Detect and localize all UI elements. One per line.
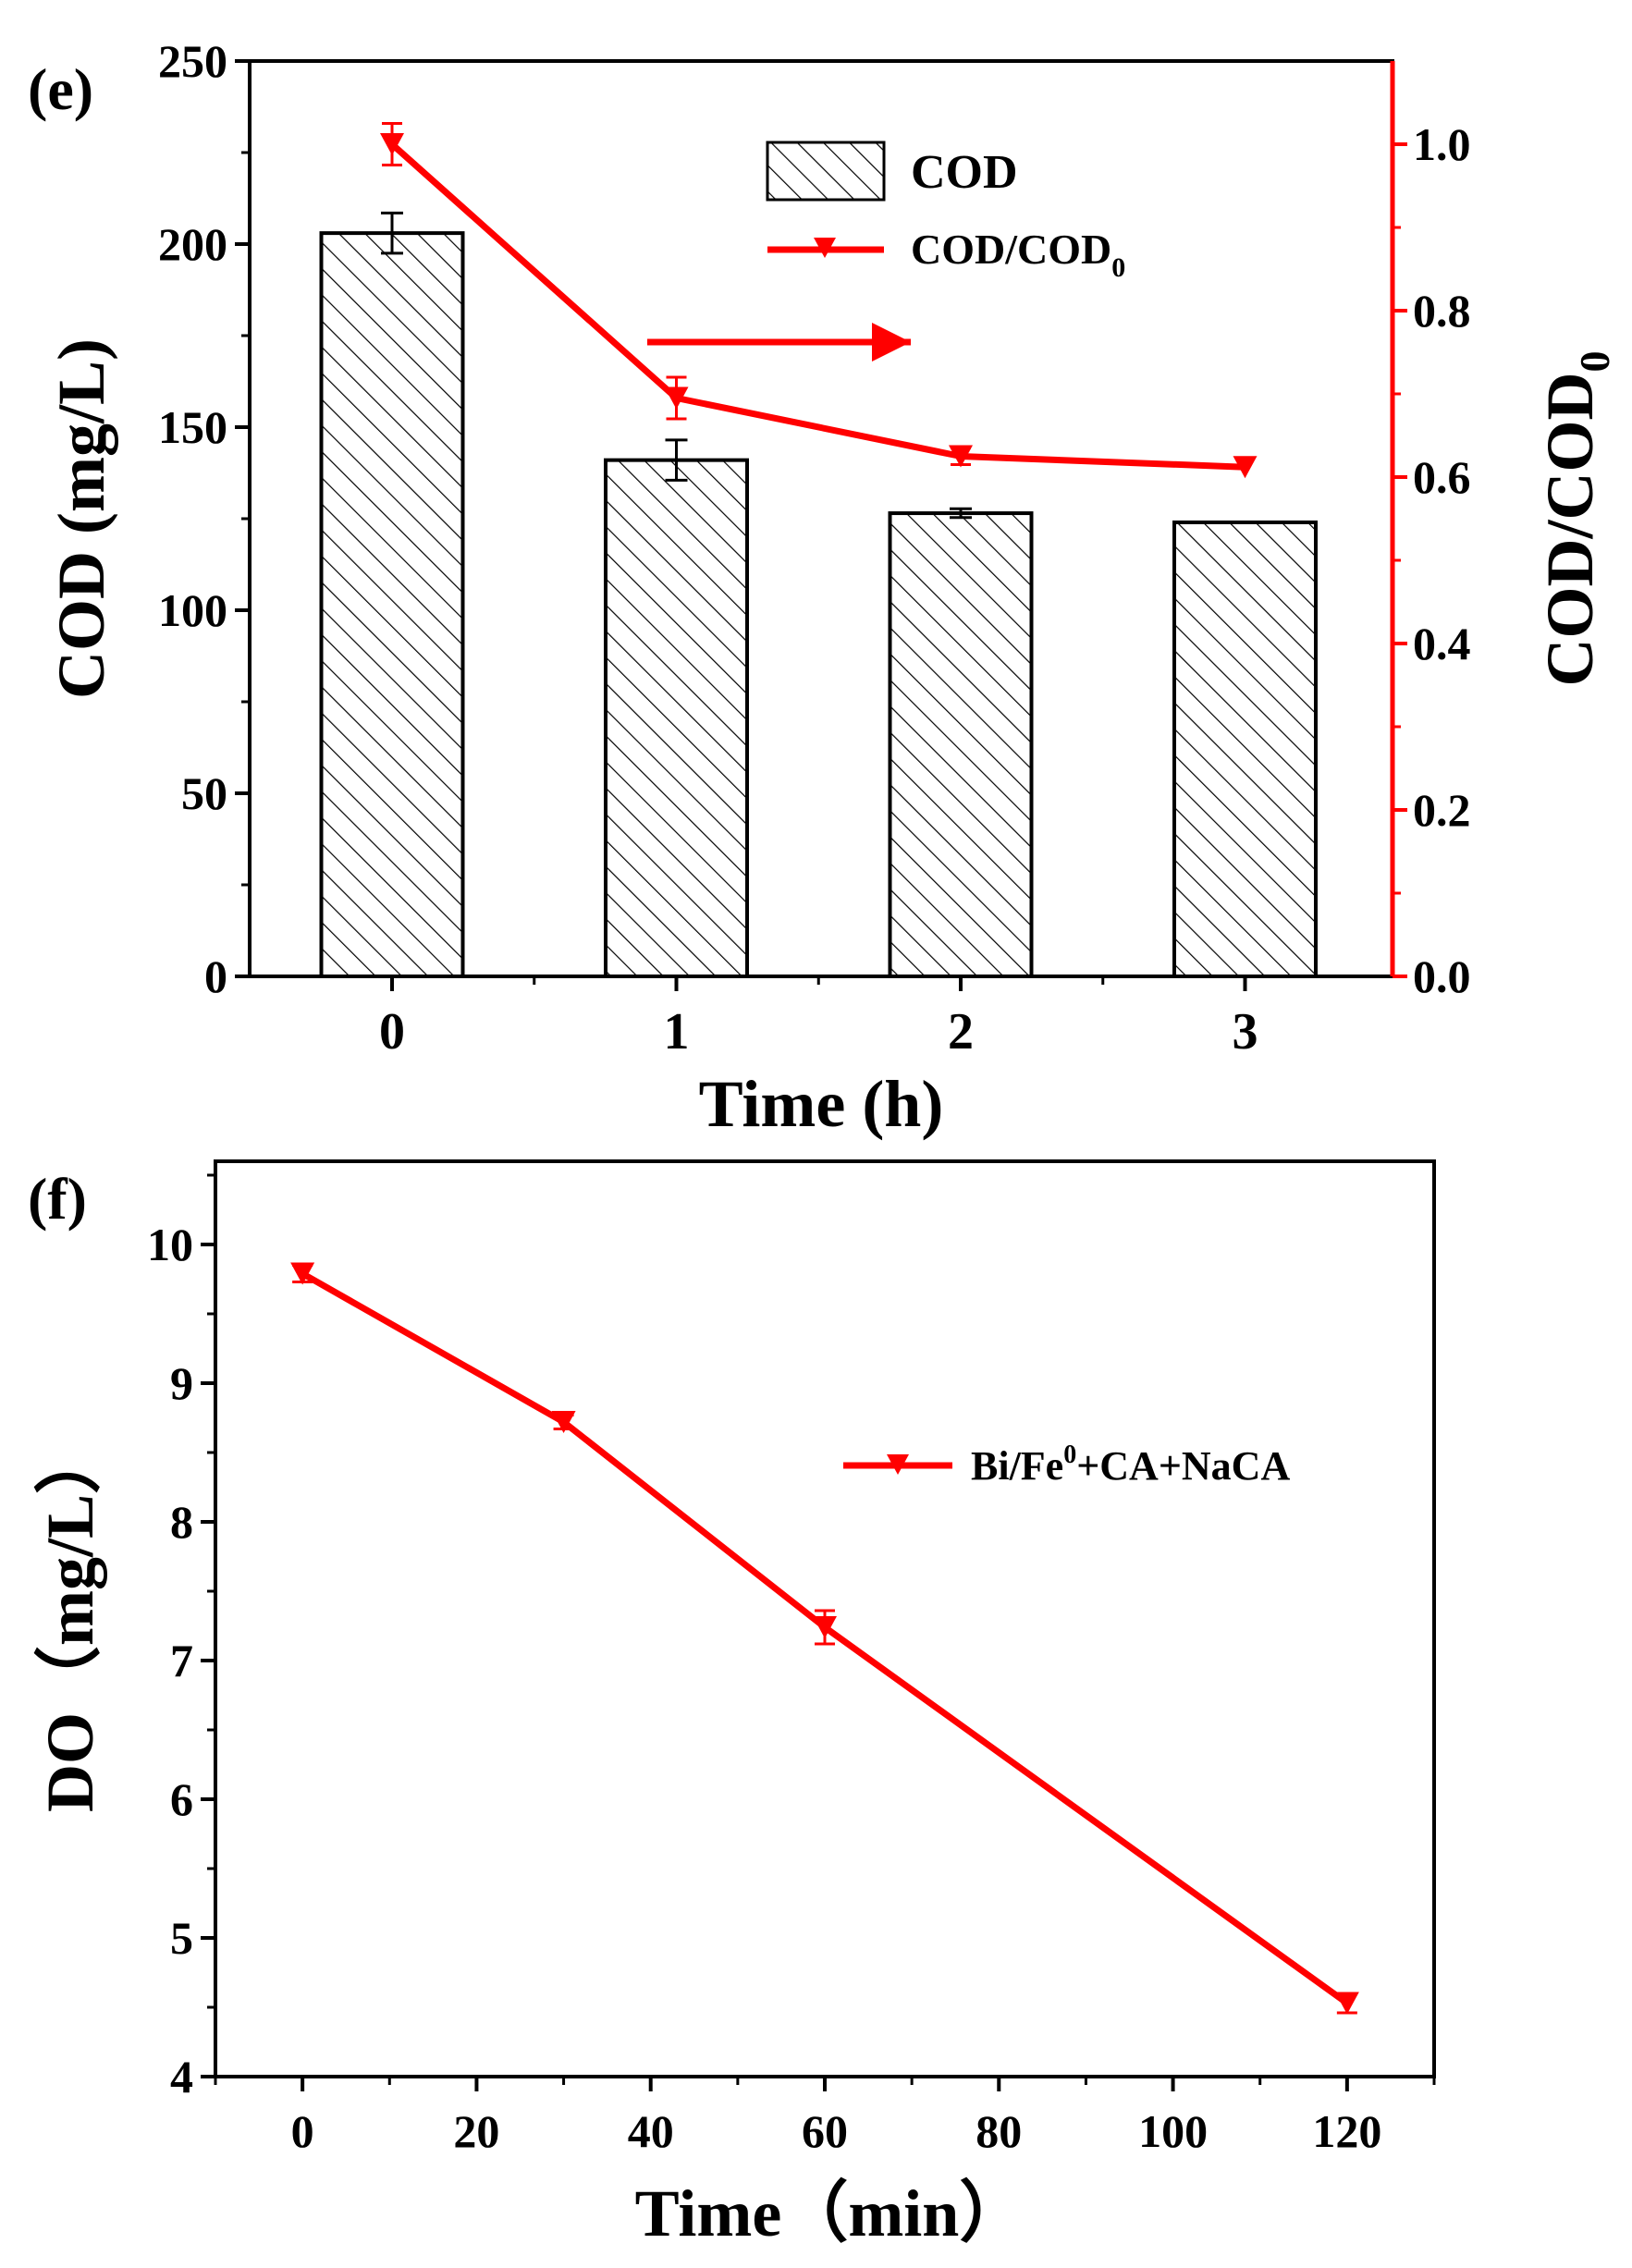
e-x-axis-ticks: 0 1 2 3 bbox=[379, 976, 1258, 1060]
f-x-axis-ticks: 0 20 40 60 80 100 120 bbox=[214, 2077, 1436, 2157]
panel-e: (e) 0 50 100 150 200 250 0.0 0.2 0.4 0.6 0.8 1.0 0… bbox=[28, 35, 1618, 1141]
e-bar bbox=[888, 511, 1034, 978]
f-do-point bbox=[813, 1616, 837, 1638]
f-ytick-label: 4 bbox=[170, 2051, 193, 2102]
e-legend-line-label: COD/COD0 bbox=[911, 226, 1125, 283]
f-legend-label: Bi/Fe0+CA+NaCA bbox=[971, 1440, 1290, 1489]
e-legend-bar-label: COD bbox=[911, 146, 1018, 199]
e-bar bbox=[1172, 520, 1318, 979]
e-ratio-point bbox=[949, 445, 973, 468]
e-ytick-label: 250 bbox=[158, 35, 227, 87]
e-y2tick-label: 0.4 bbox=[1413, 618, 1471, 669]
e-ratio-line bbox=[389, 141, 1245, 471]
e-y2-axis-title: COD/COD0 bbox=[1533, 351, 1618, 687]
f-y-axis-ticks: 4 5 6 7 8 9 10 bbox=[147, 1173, 215, 2102]
f-do-point bbox=[290, 1262, 315, 1285]
f-ytick-label: 7 bbox=[170, 1635, 193, 1686]
e-legend: COD COD/COD0 bbox=[766, 141, 1125, 283]
f-xtick-label: 100 bbox=[1138, 2105, 1208, 2157]
panel-f: (f) 4 5 6 7 8 9 10 0 20 40 60 80 100 120 Bi/Fe0+CA+N… bbox=[28, 1159, 1436, 2250]
f-xtick-label: 0 bbox=[291, 2105, 314, 2157]
e-ratio-line-group bbox=[380, 122, 1258, 479]
e-y2tick-label: 1.0 bbox=[1413, 118, 1471, 170]
e-ytick-label: 150 bbox=[158, 401, 227, 453]
f-xtick-label: 80 bbox=[976, 2105, 1022, 2157]
f-legend-line-marker bbox=[887, 1454, 909, 1475]
e-ytick-label: 100 bbox=[158, 584, 227, 636]
e-legend-line-marker bbox=[814, 238, 836, 258]
f-y-axis-title: DO（mg/L） bbox=[33, 1428, 107, 1812]
e-ytick-label: 50 bbox=[181, 767, 227, 819]
f-x-axis-title: Time（min） bbox=[635, 2176, 1026, 2250]
e-xtick-label: 2 bbox=[948, 1003, 974, 1060]
f-ytick-label: 6 bbox=[170, 1773, 193, 1825]
e-ytick-label: 200 bbox=[158, 218, 227, 270]
f-xtick-label: 20 bbox=[453, 2105, 499, 2157]
e-ratio-point bbox=[1233, 456, 1258, 479]
f-do-point bbox=[551, 1411, 576, 1433]
e-y-axis-title: COD (mg/L) bbox=[44, 338, 118, 699]
e-xtick-label: 1 bbox=[664, 1003, 690, 1060]
f-do-point bbox=[1334, 1992, 1359, 2015]
e-left-axis-ticks: 0 50 100 150 200 250 bbox=[158, 35, 250, 1002]
e-ratio-point bbox=[380, 133, 404, 155]
f-ytick-label: 5 bbox=[170, 1912, 193, 1964]
e-y2tick-label: 0.2 bbox=[1413, 784, 1471, 836]
e-bar-errors-group bbox=[381, 211, 972, 520]
e-xtick-label: 3 bbox=[1233, 1003, 1258, 1060]
e-right-axis-ticks: 0.0 0.2 0.4 0.6 0.8 1.0 bbox=[1393, 118, 1471, 1002]
e-legend-bar-swatch bbox=[766, 141, 886, 202]
e-y2tick-label: 0.0 bbox=[1413, 950, 1471, 1002]
f-xtick-label: 120 bbox=[1312, 2105, 1381, 2157]
f-legend: Bi/Fe0+CA+NaCA bbox=[843, 1440, 1290, 1489]
f-ytick-label: 8 bbox=[170, 1496, 193, 1548]
f-ytick-label: 10 bbox=[147, 1219, 193, 1270]
f-do-line-group bbox=[290, 1262, 1359, 2015]
panel-f-label: (f) bbox=[28, 1166, 87, 1232]
e-bar bbox=[604, 458, 749, 978]
f-xtick-label: 40 bbox=[628, 2105, 674, 2157]
e-y2tick-label: 0.6 bbox=[1413, 451, 1471, 503]
e-y2tick-label: 0.8 bbox=[1413, 285, 1471, 337]
panel-e-label: (e) bbox=[28, 56, 93, 122]
e-xtick-label: 0 bbox=[379, 1003, 405, 1060]
e-x-axis-title: Time (h) bbox=[699, 1067, 944, 1141]
f-do-line bbox=[301, 1270, 1349, 2006]
f-ytick-label: 9 bbox=[170, 1357, 193, 1409]
e-ytick-label: 0 bbox=[204, 950, 227, 1002]
e-bar bbox=[319, 231, 465, 978]
f-xtick-label: 60 bbox=[802, 2105, 848, 2157]
e-ratio-point bbox=[664, 386, 689, 410]
